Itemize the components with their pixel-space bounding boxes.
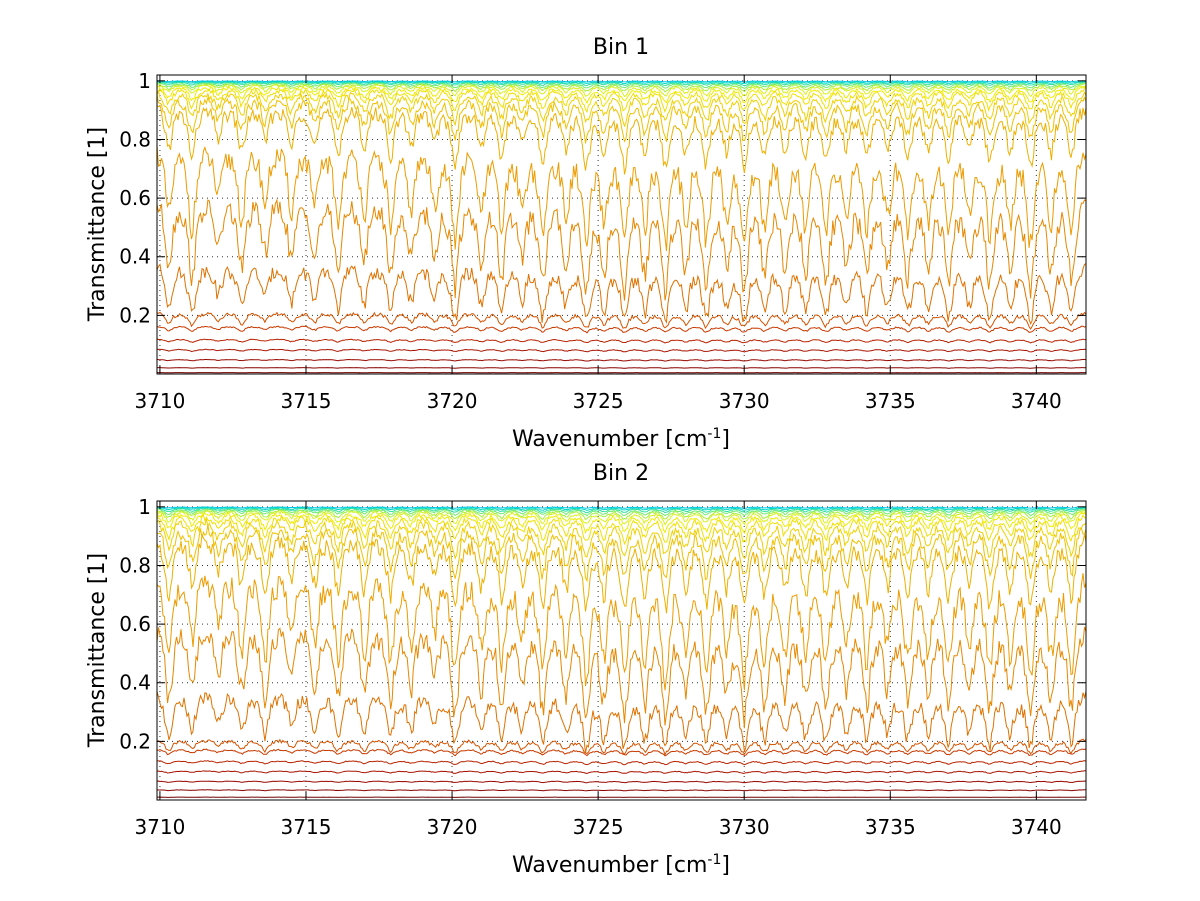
chart-title: Bin 2 — [593, 461, 649, 486]
series-line — [156, 198, 1087, 301]
series-line — [156, 507, 1087, 514]
series-line — [156, 510, 1087, 526]
series-line — [157, 84, 1087, 98]
series-line — [156, 83, 1087, 93]
series-line — [156, 770, 1086, 775]
series-line — [156, 738, 1087, 757]
y-tick-label: 0.2 — [119, 729, 151, 753]
series-line — [156, 748, 1087, 757]
series-line — [156, 263, 1087, 325]
y-tick-label: 0.6 — [119, 612, 151, 636]
y-tick-label: 0.4 — [119, 245, 151, 269]
series-line — [156, 507, 1087, 511]
series-line — [156, 512, 1087, 535]
y-axis-label: Transmittance [1] — [85, 127, 110, 322]
series-line — [156, 104, 1087, 175]
series-line — [156, 524, 1087, 583]
series-line — [157, 82, 1087, 89]
series-line — [156, 348, 1087, 353]
series-line — [156, 89, 1087, 128]
series-line — [156, 80, 1087, 85]
y-tick-label: 1 — [138, 69, 151, 93]
series-line — [156, 780, 1087, 784]
x-tick-label: 3720 — [427, 815, 478, 839]
x-tick-label: 3725 — [573, 389, 624, 413]
series-line — [157, 367, 1087, 369]
series-line — [156, 358, 1087, 362]
x-tick-label: 3715 — [281, 389, 332, 413]
series-line — [156, 508, 1087, 517]
y-tick-label: 0.8 — [119, 127, 151, 151]
x-tick-label: 3720 — [427, 389, 478, 413]
series-line — [156, 573, 1087, 691]
chart-bin-1: Bin 1 3710 3715 3720 3725 3730 3735 3740 0.2 0.… — [85, 35, 1087, 452]
series-line — [156, 691, 1087, 754]
chart-bin-2: Bin 2 3710 3715 3720 3725 3730 3735 3740 0.2 0.… — [85, 461, 1087, 878]
series-line — [156, 514, 1087, 546]
x-tick-label: 3735 — [865, 389, 916, 413]
y-tick-label: 0.4 — [119, 671, 151, 695]
x-tick-label: 3735 — [865, 815, 916, 839]
series-line — [156, 760, 1087, 766]
series-line — [156, 518, 1087, 560]
y-tick-label: 0.6 — [119, 186, 151, 210]
y-tick-label: 1 — [138, 495, 151, 519]
series-line — [156, 80, 1086, 83]
x-tick-label: 3710 — [134, 389, 185, 413]
x-tick-label: 3725 — [573, 815, 624, 839]
series-line — [156, 145, 1087, 252]
y-tick-label: 0.2 — [119, 303, 151, 327]
x-tick-label: 3715 — [281, 815, 332, 839]
x-tick-label: 3740 — [1011, 389, 1062, 413]
plot-frame — [156, 74, 1087, 375]
y-axis-label: Transmittance [1] — [85, 553, 110, 748]
series-line — [156, 506, 1087, 509]
x-axis-label: Wavenumber [cm-1] — [512, 852, 730, 878]
series-line — [156, 86, 1087, 114]
series-line — [156, 789, 1086, 792]
series-line — [156, 84, 1087, 105]
chart-title: Bin 1 — [593, 35, 649, 60]
series-line — [156, 311, 1087, 330]
x-axis-label: Wavenumber [cm-1] — [512, 426, 730, 452]
x-tick-label: 3730 — [719, 389, 770, 413]
y-tick-label: 0.8 — [119, 553, 151, 577]
x-tick-label: 3740 — [1011, 815, 1062, 839]
series-line — [156, 95, 1087, 144]
series-line — [156, 325, 1087, 334]
series-line — [157, 81, 1087, 87]
plot-frame — [156, 500, 1087, 801]
series-line — [156, 509, 1087, 521]
x-tick-label: 3710 — [134, 815, 185, 839]
series-line — [156, 626, 1087, 729]
x-tick-label: 3730 — [719, 815, 770, 839]
series-line — [156, 338, 1086, 344]
series-line — [156, 533, 1087, 614]
